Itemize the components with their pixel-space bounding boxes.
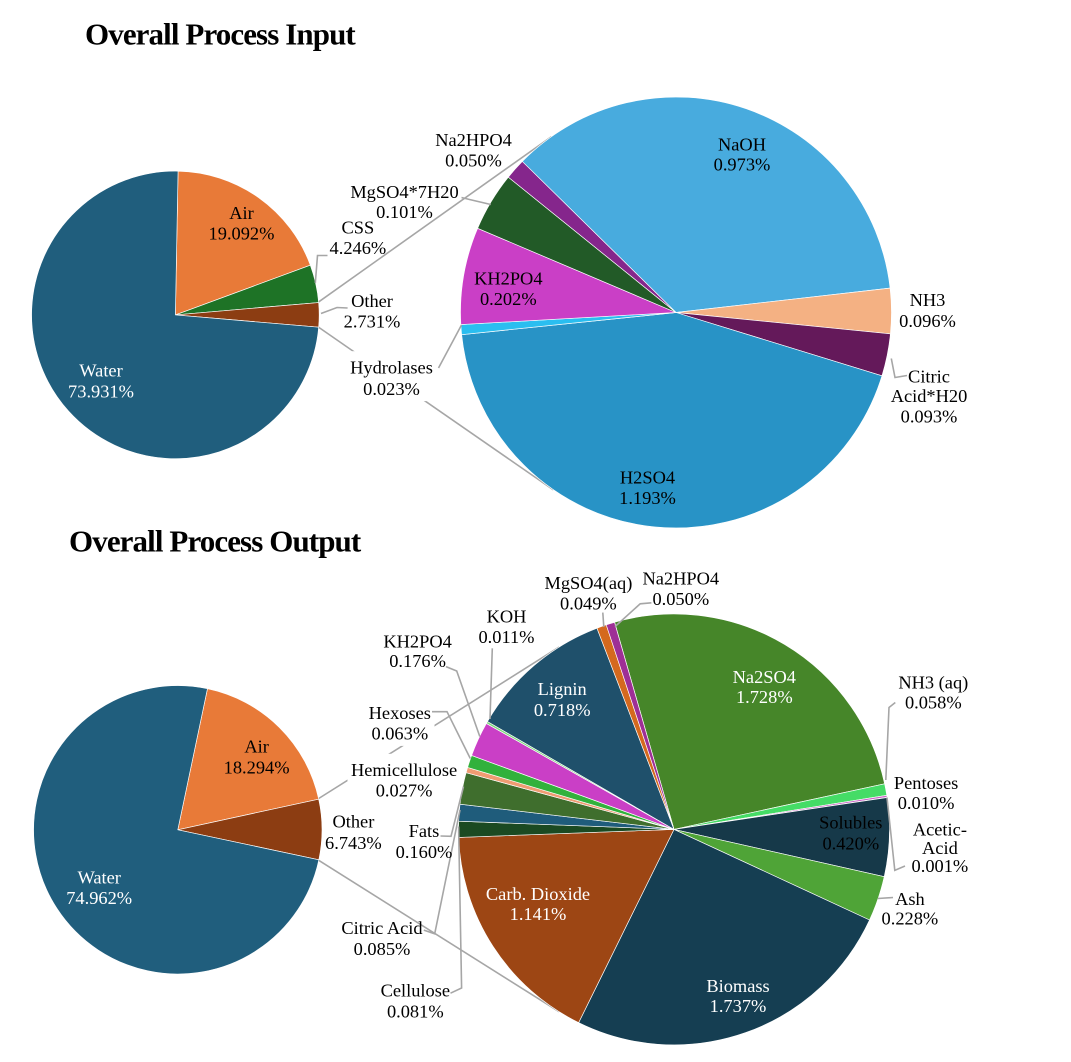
svg-text:6.743%: 6.743% — [325, 833, 382, 853]
svg-text:Fats: Fats — [409, 821, 440, 841]
svg-text:4.246%: 4.246% — [330, 238, 387, 258]
svg-text:Ash: Ash — [895, 889, 925, 909]
svg-text:0.050%: 0.050% — [445, 150, 502, 170]
svg-text:0.973%: 0.973% — [714, 154, 771, 174]
svg-text:0.050%: 0.050% — [652, 589, 709, 609]
svg-text:Overall Process Output: Overall Process Output — [69, 524, 362, 559]
svg-text:NH3 (aq): NH3 (aq) — [898, 673, 968, 694]
svg-text:H2SO4: H2SO4 — [620, 468, 675, 488]
svg-text:Lignin: Lignin — [538, 679, 587, 699]
svg-text:NaOH: NaOH — [718, 134, 766, 154]
svg-text:Overall Process Input: Overall Process Input — [85, 16, 356, 51]
svg-text:Biomass: Biomass — [706, 976, 769, 996]
svg-text:Air: Air — [229, 203, 254, 223]
svg-text:Air: Air — [244, 737, 269, 757]
svg-text:Hydrolases: Hydrolases — [350, 358, 433, 378]
svg-text:0.023%: 0.023% — [363, 379, 420, 399]
svg-text:1.193%: 1.193% — [619, 488, 676, 508]
svg-text:0.420%: 0.420% — [822, 834, 879, 854]
svg-text:Citric Acid: Citric Acid — [341, 918, 422, 938]
svg-text:Hexoses: Hexoses — [369, 703, 431, 723]
svg-text:0.001%: 0.001% — [912, 856, 969, 876]
svg-text:MgSO4*7H20: MgSO4*7H20 — [350, 182, 458, 202]
svg-text:Pentoses: Pentoses — [894, 773, 958, 793]
svg-text:0.027%: 0.027% — [376, 781, 433, 801]
svg-text:Acid*H20: Acid*H20 — [891, 386, 968, 406]
svg-text:0.101%: 0.101% — [376, 202, 433, 222]
svg-text:KH2PO4: KH2PO4 — [474, 268, 542, 288]
svg-text:Other: Other — [332, 812, 374, 832]
svg-text:73.931%: 73.931% — [68, 382, 134, 402]
svg-text:19.092%: 19.092% — [209, 224, 275, 244]
svg-text:0.049%: 0.049% — [560, 594, 617, 614]
svg-text:1.737%: 1.737% — [710, 996, 767, 1016]
svg-text:0.011%: 0.011% — [478, 627, 534, 647]
svg-text:Cellulose: Cellulose — [381, 980, 450, 1000]
svg-text:0.228%: 0.228% — [882, 908, 939, 928]
svg-text:0.063%: 0.063% — [371, 724, 428, 744]
svg-text:0.085%: 0.085% — [354, 939, 411, 959]
svg-text:0.718%: 0.718% — [534, 700, 591, 720]
svg-text:Solubles: Solubles — [819, 813, 882, 833]
svg-text:0.081%: 0.081% — [387, 1002, 444, 1022]
svg-text:1.728%: 1.728% — [736, 687, 793, 707]
svg-text:Na2HPO4: Na2HPO4 — [435, 130, 512, 150]
svg-text:18.294%: 18.294% — [224, 758, 290, 778]
svg-text:0.058%: 0.058% — [905, 692, 962, 712]
svg-text:NH3: NH3 — [910, 290, 946, 310]
svg-text:KOH: KOH — [487, 607, 527, 627]
svg-text:Acid: Acid — [922, 838, 958, 858]
svg-text:Other: Other — [351, 291, 393, 311]
svg-text:0.096%: 0.096% — [899, 311, 956, 331]
svg-text:Hemicellulose: Hemicellulose — [351, 760, 457, 780]
svg-text:0.176%: 0.176% — [389, 651, 446, 671]
svg-text:74.962%: 74.962% — [66, 888, 132, 908]
svg-text:Water: Water — [79, 361, 122, 381]
svg-text:0.093%: 0.093% — [901, 407, 958, 427]
svg-text:MgSO4(aq): MgSO4(aq) — [544, 573, 632, 594]
svg-text:Na2SO4: Na2SO4 — [733, 667, 796, 687]
svg-text:0.160%: 0.160% — [396, 842, 453, 862]
svg-text:Acetic-: Acetic- — [913, 819, 967, 839]
svg-text:0.010%: 0.010% — [898, 793, 955, 813]
svg-text:Na2HPO4: Na2HPO4 — [642, 569, 719, 589]
svg-text:KH2PO4: KH2PO4 — [383, 632, 451, 652]
svg-text:0.202%: 0.202% — [480, 289, 537, 309]
svg-text:1.141%: 1.141% — [510, 904, 567, 924]
svg-text:Water: Water — [77, 868, 120, 888]
svg-text:2.731%: 2.731% — [344, 311, 401, 331]
svg-text:Citric: Citric — [908, 367, 950, 387]
svg-text:Carb. Dioxide: Carb. Dioxide — [486, 884, 590, 904]
svg-text:CSS: CSS — [342, 218, 375, 238]
